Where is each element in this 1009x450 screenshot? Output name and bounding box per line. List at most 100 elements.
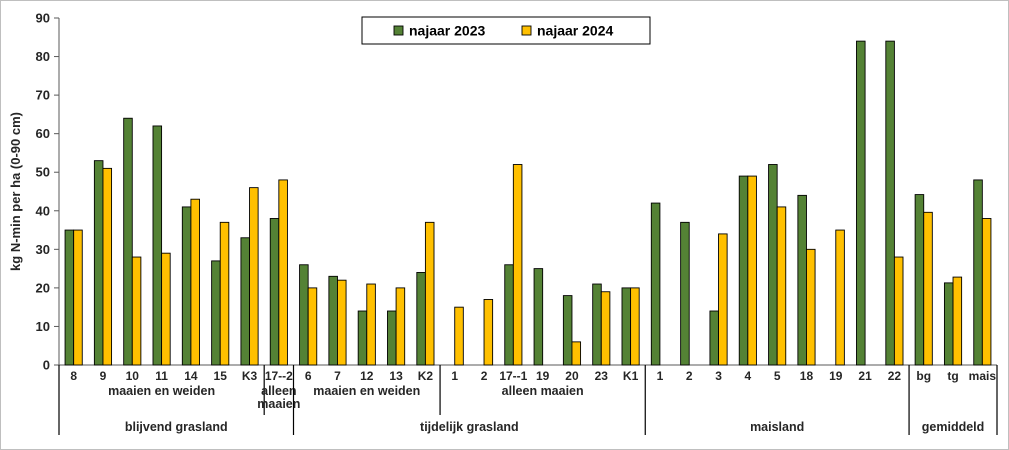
bar-2023 — [973, 179, 983, 366]
x-category-label: 18 — [800, 369, 814, 383]
y-tick-label: 40 — [36, 203, 50, 218]
x-category-label: 4 — [745, 369, 752, 383]
bar-2023 — [123, 117, 133, 366]
bar-2023 — [93, 160, 104, 366]
bar-2023 — [650, 202, 661, 366]
x-category-label: 5 — [774, 369, 781, 383]
bar-2023 — [299, 264, 309, 366]
y-tick-label: 20 — [36, 280, 50, 295]
bar-2023 — [533, 268, 544, 366]
group-label: tijdelijk grasland — [420, 420, 519, 434]
x-category-label: 13 — [389, 369, 403, 383]
bar-2024 — [776, 206, 787, 366]
bar-2024 — [307, 287, 318, 366]
subgroup-label: maaien en weiden — [108, 384, 215, 398]
x-category-label: tg — [947, 369, 958, 383]
y-tick-label: 10 — [36, 319, 50, 334]
group-label: blijvend grasland — [125, 420, 228, 434]
subgroup-label: maaien — [257, 397, 300, 411]
x-category-label: 17--2 — [265, 369, 293, 383]
y-tick-label: 50 — [36, 165, 50, 180]
bar-2023 — [328, 275, 338, 366]
bar-2023 — [738, 175, 749, 366]
bar-2023 — [621, 287, 632, 366]
bar-2024 — [718, 233, 728, 366]
bar-2024 — [571, 341, 582, 366]
bar-2024 — [893, 256, 904, 366]
bar-2024 — [981, 218, 992, 366]
y-tick-label: 80 — [36, 49, 50, 64]
bar-2024 — [630, 287, 640, 366]
subgroup-label: maaien en weiden — [313, 384, 420, 398]
legend-box — [361, 16, 651, 45]
bar-2024 — [190, 198, 200, 366]
bar-2024 — [249, 187, 259, 366]
bar-2024 — [923, 211, 933, 366]
bar-2024 — [337, 279, 347, 366]
x-category-label: 1 — [657, 369, 664, 383]
x-category-label: K2 — [418, 369, 434, 383]
bar-2023 — [768, 164, 778, 366]
bar-2024 — [73, 229, 83, 366]
x-category-label: 12 — [360, 369, 374, 383]
x-category-label: 17--1 — [499, 369, 527, 383]
subgroup-label: alleen maaien — [502, 384, 584, 398]
legend-swatch-2024 — [521, 25, 532, 36]
x-category-label: 2 — [686, 369, 693, 383]
legend-label-2024: najaar 2024 — [537, 23, 613, 39]
x-category-label: K3 — [242, 369, 258, 383]
x-category-label: 7 — [334, 369, 341, 383]
x-category-label: 8 — [70, 369, 77, 383]
bar-2023 — [240, 237, 250, 366]
bar-2024 — [102, 167, 113, 366]
bar-2023 — [152, 125, 163, 366]
bar-2024 — [366, 283, 376, 366]
bar-2023 — [797, 194, 807, 366]
x-category-label: 1 — [451, 369, 458, 383]
bar-2024 — [278, 179, 288, 366]
x-category-label: 9 — [100, 369, 107, 383]
group-label: gemiddeld — [922, 420, 985, 434]
bar-2024 — [483, 299, 494, 366]
bar-2024 — [806, 248, 816, 366]
bar-2024 — [395, 287, 406, 366]
legend-swatch-2023 — [393, 25, 404, 36]
legend-label-2023: najaar 2023 — [409, 23, 485, 39]
bar-2023 — [357, 310, 368, 366]
y-tick-label: 30 — [36, 242, 50, 257]
group-label: maisland — [750, 420, 804, 434]
bar-2024 — [952, 276, 963, 366]
bar-2023 — [680, 221, 690, 366]
x-category-label: bg — [916, 369, 931, 383]
bar-2023 — [562, 295, 573, 366]
x-category-label: mais — [969, 369, 997, 383]
x-category-label: 15 — [214, 369, 228, 383]
y-tick-label: 0 — [43, 358, 50, 373]
bar-2024 — [512, 164, 523, 366]
x-category-label: K1 — [623, 369, 639, 383]
bar-2024 — [424, 221, 435, 366]
y-tick-label: 90 — [36, 11, 50, 26]
bar-2023 — [592, 283, 602, 366]
bar-2024 — [219, 221, 230, 366]
bar-2024 — [131, 256, 142, 366]
bar-2023 — [211, 260, 221, 366]
bar-2023 — [885, 40, 895, 366]
x-category-label: 19 — [536, 369, 550, 383]
bar-2024 — [454, 306, 464, 366]
bar-2024 — [747, 175, 757, 366]
bar-2023 — [64, 229, 75, 366]
bar-2023 — [709, 310, 719, 366]
x-category-label: 14 — [184, 369, 198, 383]
x-category-label: 19 — [829, 369, 843, 383]
bar-2023 — [387, 310, 397, 366]
bar-2023 — [943, 282, 954, 366]
x-category-label: 11 — [155, 369, 168, 383]
bar-2023 — [269, 218, 280, 366]
subgroup-label: alleen — [261, 384, 296, 398]
x-category-label: 6 — [305, 369, 312, 383]
x-category-label: 3 — [715, 369, 722, 383]
bar-2023 — [504, 264, 514, 366]
y-tick-label: 70 — [36, 88, 50, 103]
